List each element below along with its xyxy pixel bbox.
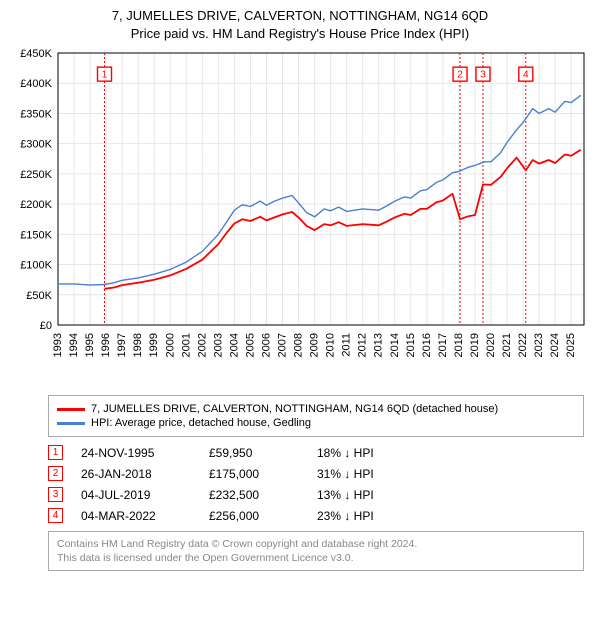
svg-text:2003: 2003 bbox=[212, 333, 224, 357]
svg-text:1993: 1993 bbox=[52, 333, 64, 357]
transaction-date: 04-MAR-2022 bbox=[81, 509, 191, 523]
transaction-price: £256,000 bbox=[209, 509, 299, 523]
svg-text:2009: 2009 bbox=[309, 333, 321, 357]
svg-text:2006: 2006 bbox=[260, 333, 272, 357]
svg-text:£450K: £450K bbox=[20, 48, 52, 60]
transaction-price: £59,950 bbox=[209, 446, 299, 460]
table-row: 4 04-MAR-2022 £256,000 23% ↓ HPI bbox=[48, 508, 584, 523]
marker-badge: 2 bbox=[48, 466, 63, 481]
svg-text:2014: 2014 bbox=[389, 333, 401, 357]
svg-text:2008: 2008 bbox=[293, 333, 305, 357]
page-subtitle: Price paid vs. HM Land Registry's House … bbox=[10, 26, 590, 41]
svg-text:2016: 2016 bbox=[421, 333, 433, 357]
legend-label: 7, JUMELLES DRIVE, CALVERTON, NOTTINGHAM… bbox=[91, 403, 498, 415]
attribution-line: Contains HM Land Registry data © Crown c… bbox=[57, 537, 575, 551]
transaction-date: 24-NOV-1995 bbox=[81, 446, 191, 460]
svg-text:2024: 2024 bbox=[549, 333, 561, 357]
svg-text:2012: 2012 bbox=[357, 333, 369, 357]
svg-text:2025: 2025 bbox=[565, 333, 577, 357]
svg-text:1995: 1995 bbox=[84, 333, 96, 357]
legend-label: HPI: Average price, detached house, Gedl… bbox=[91, 417, 311, 429]
svg-text:1998: 1998 bbox=[132, 333, 144, 357]
legend-item: 7, JUMELLES DRIVE, CALVERTON, NOTTINGHAM… bbox=[57, 403, 575, 415]
chart-area: £0 £50K £100K £150K £200K £250K £300K £350K £400… bbox=[10, 47, 590, 387]
svg-text:2: 2 bbox=[457, 69, 463, 80]
svg-text:4: 4 bbox=[523, 69, 529, 80]
legend-swatch bbox=[57, 422, 85, 425]
svg-text:£100K: £100K bbox=[20, 260, 52, 272]
svg-text:2005: 2005 bbox=[244, 333, 256, 357]
svg-text:2007: 2007 bbox=[277, 333, 289, 357]
svg-text:1994: 1994 bbox=[68, 333, 80, 357]
svg-text:2021: 2021 bbox=[501, 333, 513, 357]
svg-text:2015: 2015 bbox=[405, 333, 417, 357]
svg-text:2023: 2023 bbox=[533, 333, 545, 357]
svg-text:£150K: £150K bbox=[20, 229, 52, 241]
svg-text:2010: 2010 bbox=[325, 333, 337, 357]
svg-text:1997: 1997 bbox=[116, 333, 128, 357]
svg-text:2020: 2020 bbox=[485, 333, 497, 357]
svg-text:2017: 2017 bbox=[437, 333, 449, 357]
svg-text:1: 1 bbox=[102, 69, 108, 80]
table-row: 2 26-JAN-2018 £175,000 31% ↓ HPI bbox=[48, 466, 584, 481]
svg-text:2013: 2013 bbox=[373, 333, 385, 357]
svg-text:1996: 1996 bbox=[100, 333, 112, 357]
transaction-date: 26-JAN-2018 bbox=[81, 467, 191, 481]
svg-text:2002: 2002 bbox=[196, 333, 208, 357]
svg-text:1999: 1999 bbox=[148, 333, 160, 357]
transaction-delta: 13% ↓ HPI bbox=[317, 488, 417, 502]
transaction-delta: 23% ↓ HPI bbox=[317, 509, 417, 523]
svg-text:2001: 2001 bbox=[180, 333, 192, 357]
svg-text:2000: 2000 bbox=[164, 333, 176, 357]
legend-swatch bbox=[57, 408, 85, 411]
transaction-delta: 31% ↓ HPI bbox=[317, 467, 417, 481]
line-chart: £0 £50K £100K £150K £200K £250K £300K £350K £400… bbox=[10, 47, 590, 387]
marker-badge: 4 bbox=[48, 508, 63, 523]
attribution: Contains HM Land Registry data © Crown c… bbox=[48, 531, 584, 571]
legend-item: HPI: Average price, detached house, Gedl… bbox=[57, 417, 575, 429]
attribution-line: This data is licensed under the Open Gov… bbox=[57, 551, 575, 565]
svg-text:£300K: £300K bbox=[20, 139, 52, 151]
svg-text:2019: 2019 bbox=[469, 333, 481, 357]
table-row: 3 04-JUL-2019 £232,500 13% ↓ HPI bbox=[48, 487, 584, 502]
transaction-price: £175,000 bbox=[209, 467, 299, 481]
svg-text:£250K: £250K bbox=[20, 169, 52, 181]
svg-text:2022: 2022 bbox=[517, 333, 529, 357]
marker-badge: 1 bbox=[48, 445, 63, 460]
svg-text:£350K: £350K bbox=[20, 108, 52, 120]
legend: 7, JUMELLES DRIVE, CALVERTON, NOTTINGHAM… bbox=[48, 395, 584, 437]
svg-text:2018: 2018 bbox=[453, 333, 465, 357]
svg-text:2011: 2011 bbox=[341, 333, 353, 357]
svg-text:2004: 2004 bbox=[228, 333, 240, 357]
svg-text:3: 3 bbox=[480, 69, 486, 80]
svg-text:£200K: £200K bbox=[20, 199, 52, 211]
marker-badge: 3 bbox=[48, 487, 63, 502]
svg-text:£400K: £400K bbox=[20, 78, 52, 90]
svg-text:£50K: £50K bbox=[26, 290, 52, 302]
transactions-table: 1 24-NOV-1995 £59,950 18% ↓ HPI 2 26-JAN… bbox=[48, 445, 584, 523]
transaction-price: £232,500 bbox=[209, 488, 299, 502]
table-row: 1 24-NOV-1995 £59,950 18% ↓ HPI bbox=[48, 445, 584, 460]
transaction-delta: 18% ↓ HPI bbox=[317, 446, 417, 460]
transaction-date: 04-JUL-2019 bbox=[81, 488, 191, 502]
svg-text:£0: £0 bbox=[40, 320, 52, 332]
page-title: 7, JUMELLES DRIVE, CALVERTON, NOTTINGHAM… bbox=[10, 8, 590, 23]
